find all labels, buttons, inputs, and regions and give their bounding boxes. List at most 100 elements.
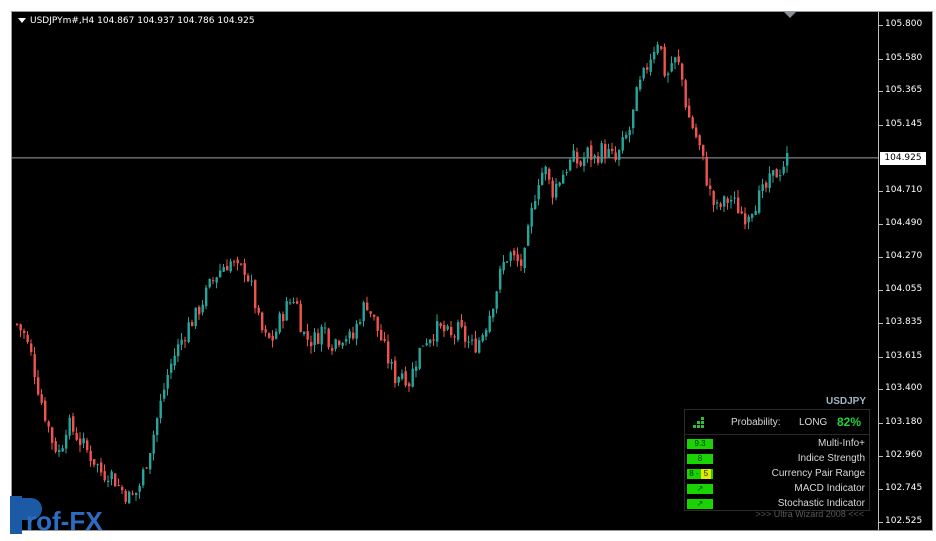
candle: [744, 207, 747, 230]
candle: [268, 332, 271, 339]
candle: [590, 140, 593, 168]
candle: [285, 296, 288, 321]
candle: [72, 412, 75, 436]
candle: [782, 160, 785, 176]
candle: [233, 259, 236, 267]
price-tick-label: 102.960: [885, 450, 923, 461]
candle: [754, 205, 757, 216]
candle: [376, 316, 379, 337]
candle: [359, 318, 362, 326]
candlestick-chart: [12, 41, 878, 505]
candle: [54, 437, 57, 454]
candle: [471, 334, 474, 346]
candle: [460, 314, 463, 329]
candle: [390, 359, 393, 370]
candle: [492, 308, 495, 322]
candle: [576, 147, 579, 169]
panel-credit: >>> Ultra Wizard 2008 <<<: [755, 509, 864, 519]
candle: [362, 300, 365, 327]
indicator-badge: 8: [687, 454, 713, 464]
indicator-row-multi-info: 9.3 Multi-Info+: [685, 437, 869, 452]
price-tick-mark: [879, 257, 883, 259]
candle: [502, 255, 505, 275]
candle: [180, 332, 183, 351]
candle: [761, 178, 764, 198]
panel-symbol: USDJPY: [825, 396, 866, 407]
candle: [110, 469, 113, 486]
price-chart[interactable]: USDJPYm#,H4 104.867 104.937 104.786 104.…: [12, 12, 878, 530]
candle: [149, 452, 152, 474]
candle: [16, 322, 19, 327]
candle: [551, 177, 554, 205]
probability-label: Probability:: [731, 417, 781, 428]
candle: [142, 467, 145, 489]
candle: [331, 344, 334, 355]
candle: [194, 307, 197, 330]
candle: [404, 366, 407, 388]
dropdown-arrow-icon[interactable]: [18, 18, 26, 23]
price-tick-label: 105.365: [885, 85, 923, 96]
candle: [292, 297, 295, 304]
candle: [726, 196, 729, 210]
candle: [418, 347, 421, 371]
candle: [26, 331, 29, 344]
candle: [131, 490, 134, 496]
candle: [464, 321, 467, 348]
candle: [51, 426, 54, 450]
candle: [583, 152, 586, 172]
candle: [282, 311, 285, 329]
candle: [695, 123, 698, 139]
candle: [775, 168, 778, 178]
candle: [607, 143, 610, 159]
candle: [422, 345, 425, 347]
chart-window[interactable]: USDJPYm#,H4 104.867 104.937 104.786 104.…: [11, 11, 933, 531]
price-axis[interactable]: 105.800 105.580 105.365 105.145 104.710 104.4…: [878, 12, 933, 530]
candle: [369, 311, 372, 318]
candle: [79, 432, 82, 453]
price-tick-mark: [879, 456, 883, 458]
chart-shift-marker-icon[interactable]: [784, 12, 796, 18]
candle: [681, 62, 684, 87]
candle: [786, 146, 789, 173]
indicator-name: MACD Indicator: [794, 483, 865, 494]
candle: [37, 370, 40, 396]
candle: [401, 369, 404, 381]
candle: [159, 393, 162, 424]
candle: [198, 305, 201, 320]
candle: [558, 181, 561, 187]
candle: [488, 310, 491, 334]
candle: [712, 190, 715, 212]
candle: [653, 46, 656, 64]
candle: [751, 213, 754, 222]
candle: [716, 199, 719, 210]
candle: [303, 331, 306, 337]
candle: [366, 296, 369, 311]
candle: [243, 258, 246, 283]
price-tick-label: 104.270: [885, 251, 923, 262]
candle: [523, 247, 526, 273]
symbol-info: USDJPYm#,H4 104.867 104.937 104.786 104.…: [30, 16, 255, 26]
candle: [96, 463, 99, 473]
candle: [436, 314, 439, 347]
candle: [201, 300, 204, 316]
candle: [271, 330, 274, 348]
candle: [352, 326, 355, 341]
candle: [215, 276, 218, 289]
current-price-label: 104.925: [880, 151, 926, 165]
candle: [275, 328, 278, 340]
candle: [373, 314, 376, 321]
candle: [506, 261, 509, 263]
candle: [730, 195, 733, 209]
candle: [537, 178, 540, 206]
watermark-logo-bar: [10, 496, 22, 534]
candle: [397, 376, 400, 386]
candle: [628, 126, 631, 143]
candle: [453, 333, 456, 345]
candle: [380, 324, 383, 341]
candle: [649, 53, 652, 76]
candle: [772, 170, 775, 183]
candle: [611, 142, 614, 155]
candle: [530, 202, 533, 234]
candle: [495, 290, 498, 314]
candle: [177, 338, 180, 363]
